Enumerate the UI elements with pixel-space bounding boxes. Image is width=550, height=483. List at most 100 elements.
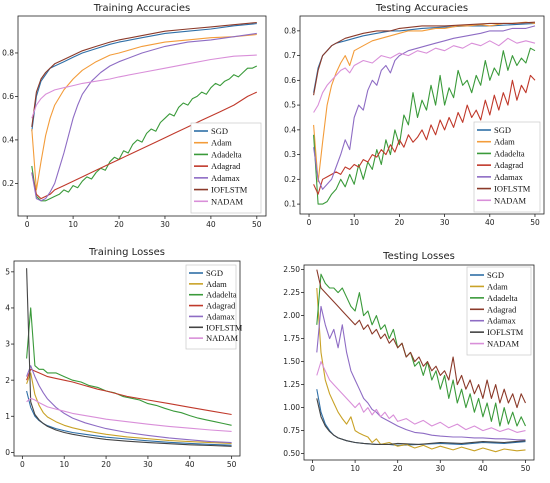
series-line-adadelta xyxy=(313,47,536,205)
x-tick-label: 10 xyxy=(59,460,69,469)
y-tick-label: 0 xyxy=(5,448,10,457)
series-line-adamax xyxy=(313,25,536,190)
series-line-nadam xyxy=(31,54,257,119)
legend-label-ioflstm: IOFLSTM xyxy=(494,184,531,194)
legend-label-adam: Adam xyxy=(487,281,508,291)
y-tick-label: 0.4 xyxy=(284,125,296,134)
x-tick-label: 40 xyxy=(478,464,488,473)
legend-label-nadam: NADAM xyxy=(494,195,527,205)
y-tick-label: 0.50 xyxy=(283,449,300,458)
plot-frame xyxy=(13,260,241,457)
series-line-adagrad xyxy=(313,74,536,195)
x-tick-label: 40 xyxy=(185,460,195,469)
y-tick-label: 1 xyxy=(5,412,10,421)
series-line-ioflstm xyxy=(313,21,536,96)
y-tick-label: 0.6 xyxy=(284,76,296,85)
x-tick-label: 30 xyxy=(160,220,170,229)
x-tick-label: 50 xyxy=(530,218,540,227)
y-tick-label: 2.00 xyxy=(283,311,300,320)
series-group xyxy=(31,21,258,202)
series-line-adadelta xyxy=(31,65,258,202)
legend-label-sgd: SGD xyxy=(487,270,504,280)
y-tick-label: 0.6 xyxy=(2,92,14,101)
training-accuracies-chart: Training Accuracies 0 10 20 30 40 50 0.2 0.4 0.6 0… xyxy=(2,3,267,229)
series-line-ioflstm xyxy=(26,268,232,447)
legend-label-nadam: NADAM xyxy=(206,333,239,343)
y-tick-label: 0.75 xyxy=(283,426,300,435)
series-line-adamax xyxy=(31,32,257,202)
legend-label-adamax: Adamax xyxy=(211,173,241,183)
y-tick-label: 3 xyxy=(5,340,10,349)
y-tick-label: 5 xyxy=(5,267,10,276)
series-line-ioflstm xyxy=(316,398,526,445)
x-tick-label: 0 xyxy=(20,460,25,469)
testing-accuracies-chart: Testing Accuracies 0 10 20 30 40 50 0.1 0.2 0.3 0.… xyxy=(284,3,545,227)
series-line-adamax xyxy=(26,365,232,444)
x-tick-label: 0 xyxy=(310,464,315,473)
series-group xyxy=(316,269,526,453)
y-tick-label: 2.25 xyxy=(283,288,300,297)
legend-label-adam: Adam xyxy=(211,138,232,148)
y-tick-label: 0.8 xyxy=(2,49,14,58)
legend-label-adagrad: Adagrad xyxy=(494,160,524,170)
x-tick-label: 40 xyxy=(485,218,495,227)
y-tick-label: 2 xyxy=(5,376,10,385)
series-line-sgd xyxy=(31,23,257,132)
chart-title: Testing Losses xyxy=(382,251,455,262)
x-tick-label: 10 xyxy=(350,464,360,473)
y-tick-label: 1.00 xyxy=(283,403,300,412)
legend-label-nadam: NADAM xyxy=(487,339,520,349)
series-line-adagrad xyxy=(26,368,232,416)
x-tick-label: 20 xyxy=(393,464,403,473)
x-tick-label: 20 xyxy=(101,460,111,469)
legend-label-sgd: SGD xyxy=(206,268,223,278)
y-tick-label: 1.75 xyxy=(283,334,300,343)
legend-label-ioflstm: IOFLSTM xyxy=(487,327,524,337)
chart-title: Testing Accuracies xyxy=(375,3,468,14)
x-tick-label: 20 xyxy=(395,218,405,227)
legend-label-adagrad: Adagrad xyxy=(487,304,517,314)
series-line-nadam xyxy=(316,361,526,433)
x-tick-label: 10 xyxy=(68,220,78,229)
legend-label-adam: Adam xyxy=(494,137,515,147)
y-tick-label: 0.3 xyxy=(284,150,296,159)
series-line-adagrad xyxy=(31,91,258,200)
legend-label-ioflstm: IOFLSTM xyxy=(211,185,248,195)
series-line-adadelta xyxy=(316,273,526,427)
y-tick-label: 0.2 xyxy=(2,179,14,188)
legend-label-adadelta: Adadelta xyxy=(487,293,518,303)
chart-title: Training Losses xyxy=(88,247,165,258)
series-line-nadam xyxy=(313,37,536,113)
series-line-adam xyxy=(26,372,232,444)
series-group xyxy=(26,268,232,447)
legend-label-adam: Adam xyxy=(206,279,227,289)
y-tick-label: 4 xyxy=(5,304,10,313)
x-tick-label: 30 xyxy=(143,460,153,469)
legend-label-sgd: SGD xyxy=(494,125,511,135)
x-tick-label: 40 xyxy=(206,220,216,229)
y-tick-label: 0.5 xyxy=(284,101,296,110)
series-line-adagrad xyxy=(316,269,526,409)
y-tick-label: 2.50 xyxy=(283,265,300,274)
series-line-adam xyxy=(313,21,536,183)
legend-label-adagrad: Adagrad xyxy=(206,301,236,311)
legend-box xyxy=(473,121,541,213)
series-line-adam xyxy=(31,33,257,191)
x-tick-label: 50 xyxy=(252,220,262,229)
legend-label-adadelta: Adadelta xyxy=(494,148,525,158)
y-tick-label: 0.7 xyxy=(284,51,296,60)
y-tick-label: 0.1 xyxy=(284,200,296,209)
legend-label-adamax: Adamax xyxy=(487,316,517,326)
series-group xyxy=(313,21,536,205)
x-tick-label: 0 xyxy=(25,220,30,229)
series-line-sgd xyxy=(316,389,526,446)
y-tick-label: 0.4 xyxy=(2,136,14,145)
x-tick-label: 0 xyxy=(307,218,312,227)
series-line-ioflstm xyxy=(31,21,257,127)
x-tick-label: 10 xyxy=(349,218,359,227)
y-tick-label: 1.50 xyxy=(283,357,300,366)
legend-label-adadelta: Adadelta xyxy=(211,149,242,159)
legend-label-sgd: SGD xyxy=(211,126,228,136)
